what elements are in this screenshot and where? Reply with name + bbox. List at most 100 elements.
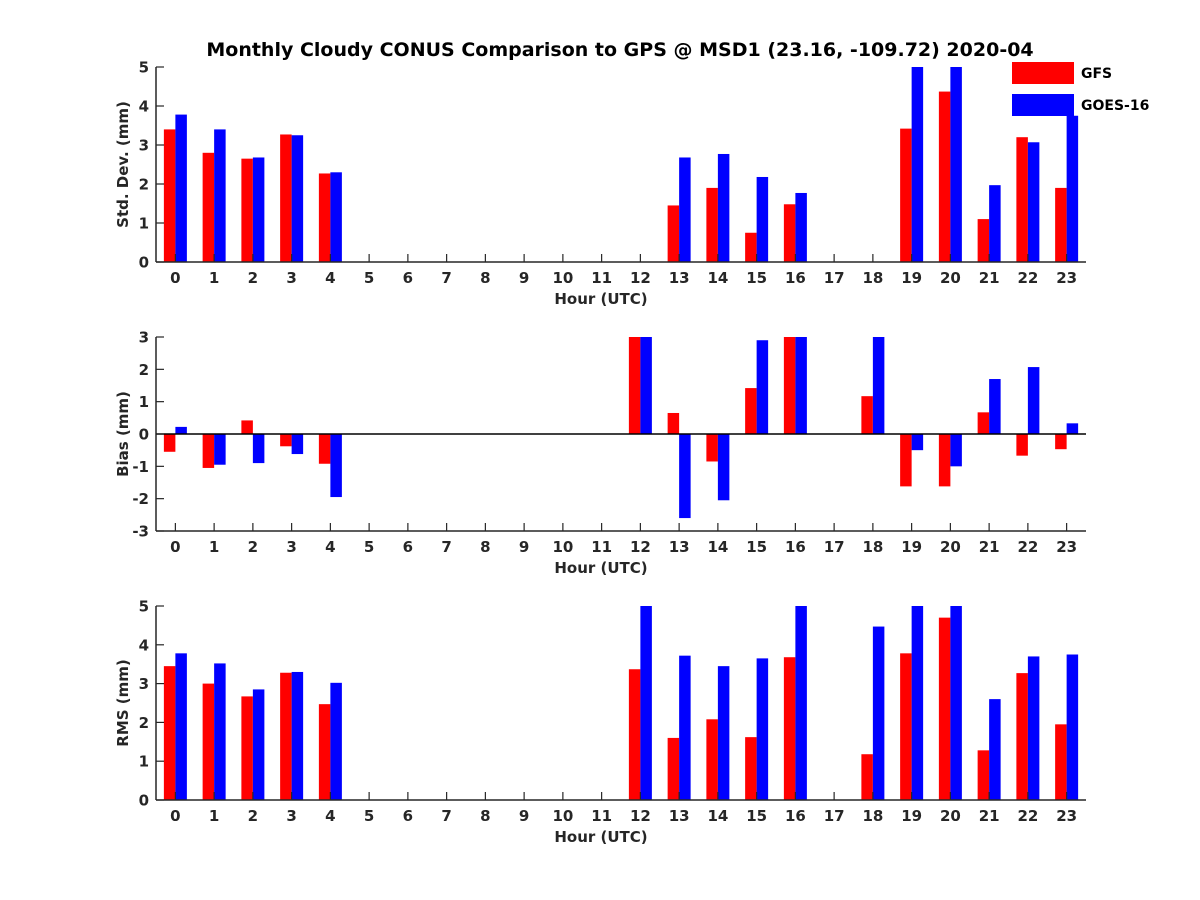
x-tick-label: 7	[441, 538, 451, 556]
x-tick-label: 11	[591, 538, 612, 556]
x-tick-label: 11	[591, 807, 612, 825]
x-tick-label: 9	[519, 807, 529, 825]
legend-label-gfs: GFS	[1081, 66, 1112, 82]
bar-goes-16-hour-15	[756, 658, 769, 800]
bar-gfs-hour-15	[745, 232, 757, 262]
x-axis-label: Hour (UTC)	[554, 290, 647, 308]
bar-gfs-hour-23	[1055, 187, 1067, 262]
chart-title: Monthly Cloudy CONUS Comparison to GPS @…	[206, 39, 1033, 61]
bar-gfs-hour-12	[628, 337, 641, 434]
x-tick-label: 2	[248, 538, 258, 556]
bar-goes-16-hour-14	[717, 666, 730, 800]
x-tick-label: 17	[824, 269, 845, 287]
x-tick-label: 5	[364, 269, 374, 287]
x-tick-label: 7	[441, 269, 451, 287]
bar-gfs-hour-2	[241, 420, 253, 434]
x-tick-label: 14	[707, 807, 728, 825]
x-tick-label: 16	[785, 269, 806, 287]
bar-gfs-hour-20	[938, 434, 951, 487]
bar-goes-16-hour-0	[175, 426, 187, 434]
panel-1-bars	[163, 67, 1079, 262]
bar-goes-16-hour-13	[679, 434, 691, 519]
x-tick-label: 21	[979, 538, 1000, 556]
y-tick-label: 5	[139, 59, 149, 77]
x-tick-label: 1	[209, 269, 219, 287]
bar-goes-16-hour-0	[175, 114, 187, 262]
bar-gfs-hour-0	[163, 434, 176, 452]
x-tick-label: 1	[209, 807, 219, 825]
x-tick-label: 20	[940, 269, 961, 287]
bar-goes-16-hour-13	[679, 655, 691, 800]
bar-goes-16-hour-16	[795, 337, 807, 434]
x-tick-label: 13	[669, 538, 690, 556]
bar-gfs-hour-3	[280, 134, 292, 262]
bar-goes-16-hour-14	[717, 153, 730, 262]
bar-gfs-hour-15	[745, 388, 757, 434]
bar-gfs-hour-23	[1055, 434, 1067, 450]
x-tick-label: 5	[364, 807, 374, 825]
x-axis-label: Hour (UTC)	[554, 828, 647, 846]
bar-goes-16-hour-19	[911, 434, 924, 451]
bar-goes-16-hour-4	[330, 172, 342, 262]
bar-goes-16-hour-2	[252, 157, 265, 262]
bar-gfs-hour-14	[706, 434, 718, 462]
x-tick-label: 4	[325, 269, 335, 287]
x-tick-label: 12	[630, 807, 651, 825]
bar-gfs-hour-19	[900, 653, 912, 800]
x-tick-label: 13	[669, 807, 690, 825]
x-tick-label: 16	[785, 807, 806, 825]
bar-gfs-hour-21	[977, 219, 990, 262]
x-tick-label: 9	[519, 269, 529, 287]
bar-goes-16-hour-2	[252, 434, 265, 464]
bar-goes-16-hour-21	[989, 699, 1001, 800]
bar-goes-16-hour-16	[795, 606, 807, 800]
bar-goes-16-hour-12	[640, 606, 652, 800]
bar-gfs-hour-23	[1055, 724, 1067, 800]
bar-gfs-hour-14	[706, 719, 718, 800]
x-tick-label: 2	[248, 807, 258, 825]
bar-gfs-hour-4	[318, 704, 331, 800]
y-tick-label: 1	[139, 753, 149, 771]
y-axis-label: Std. Dev. (mm)	[114, 101, 132, 228]
x-tick-label: 23	[1056, 269, 1077, 287]
bar-gfs-hour-14	[706, 187, 718, 262]
bar-goes-16-hour-23	[1066, 115, 1079, 262]
x-tick-label: 9	[519, 538, 529, 556]
x-tick-label: 15	[746, 807, 767, 825]
panel-3-bars	[163, 606, 1079, 800]
bar-gfs-hour-3	[280, 672, 292, 800]
bar-gfs-hour-19	[900, 434, 912, 487]
x-tick-label: 15	[746, 269, 767, 287]
x-tick-label: 17	[824, 807, 845, 825]
bar-gfs-hour-0	[163, 666, 176, 800]
bar-goes-16-hour-4	[330, 434, 342, 498]
bar-goes-16-hour-21	[989, 379, 1001, 434]
legend-swatch-gfs	[1012, 62, 1074, 84]
x-tick-label: 6	[403, 269, 413, 287]
bar-goes-16-hour-1	[214, 434, 226, 465]
x-tick-label: 3	[286, 807, 296, 825]
x-tick-label: 8	[480, 269, 490, 287]
x-tick-label: 0	[170, 269, 180, 287]
bar-gfs-hour-21	[977, 750, 990, 800]
x-tick-label: 2	[248, 269, 258, 287]
x-tick-label: 10	[552, 807, 573, 825]
bar-gfs-hour-0	[163, 129, 176, 262]
y-tick-label: 1	[139, 393, 149, 411]
x-tick-label: 12	[630, 269, 651, 287]
x-tick-label: 16	[785, 538, 806, 556]
bar-goes-16-hour-20	[950, 67, 962, 262]
bar-gfs-hour-1	[202, 152, 215, 262]
bar-goes-16-hour-18	[872, 626, 885, 800]
x-tick-label: 5	[364, 538, 374, 556]
x-tick-label: 19	[901, 269, 922, 287]
y-tick-label: 3	[139, 137, 149, 155]
bar-goes-16-hour-23	[1066, 654, 1079, 800]
legend-label-goes-16: GOES-16	[1081, 98, 1149, 114]
x-tick-label: 20	[940, 538, 961, 556]
x-tick-label: 19	[901, 807, 922, 825]
bar-gfs-hour-22	[1016, 137, 1028, 262]
bar-goes-16-hour-2	[252, 689, 265, 800]
